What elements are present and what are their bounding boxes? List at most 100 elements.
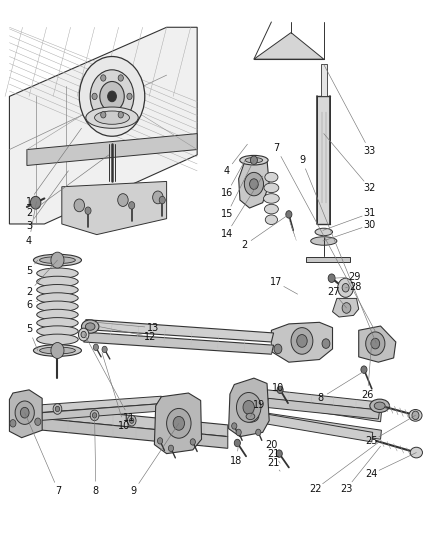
Polygon shape [81,320,274,342]
Polygon shape [359,326,396,362]
Ellipse shape [37,293,78,303]
Ellipse shape [33,254,81,266]
Text: 22: 22 [310,484,322,494]
Circle shape [328,274,335,282]
Text: 20: 20 [265,440,278,450]
Ellipse shape [85,323,95,330]
Polygon shape [243,391,381,422]
Text: 2: 2 [241,240,247,250]
Polygon shape [229,378,269,437]
Text: 7: 7 [55,486,61,496]
Ellipse shape [37,276,78,287]
Polygon shape [265,390,380,410]
Polygon shape [38,403,161,421]
Circle shape [237,392,261,422]
Circle shape [276,450,283,457]
Text: 8: 8 [317,393,323,403]
Ellipse shape [81,320,99,333]
Text: 14: 14 [221,229,233,239]
Circle shape [10,419,16,427]
Ellipse shape [370,399,389,413]
Circle shape [15,401,34,424]
Ellipse shape [37,285,78,295]
Text: 4: 4 [224,166,230,176]
Ellipse shape [95,111,130,124]
Polygon shape [154,393,201,454]
Circle shape [256,429,261,435]
Text: 30: 30 [364,220,376,230]
Circle shape [159,196,165,204]
Polygon shape [306,257,350,262]
Polygon shape [239,160,269,208]
Ellipse shape [242,410,259,422]
Ellipse shape [37,334,78,345]
Bar [321,64,327,96]
Circle shape [74,199,85,212]
Circle shape [291,328,313,354]
Circle shape [81,332,86,338]
Circle shape [286,211,292,218]
Text: 28: 28 [349,282,361,292]
Text: 9: 9 [131,486,137,496]
Circle shape [51,252,64,268]
Circle shape [35,418,41,425]
Circle shape [30,196,41,209]
Circle shape [251,156,258,165]
Polygon shape [20,405,228,437]
Ellipse shape [374,402,385,409]
Polygon shape [21,416,228,448]
Ellipse shape [245,158,263,163]
Ellipse shape [37,318,78,328]
Circle shape [152,191,163,204]
Circle shape [243,400,254,414]
Text: 21: 21 [267,458,280,468]
Circle shape [118,193,128,206]
Polygon shape [38,396,161,413]
Text: 10: 10 [118,421,131,431]
Ellipse shape [240,156,268,165]
Circle shape [79,56,145,136]
Circle shape [102,346,107,353]
Circle shape [322,339,330,349]
Text: 32: 32 [364,183,376,193]
Polygon shape [247,411,373,442]
Circle shape [338,278,353,297]
Circle shape [297,335,307,348]
Circle shape [236,429,241,435]
Circle shape [166,408,191,438]
Text: 1: 1 [26,197,32,207]
Circle shape [190,439,195,445]
Text: 21: 21 [267,449,280,458]
Text: 4: 4 [26,236,32,246]
Circle shape [168,445,173,451]
Text: 7: 7 [273,143,280,154]
Circle shape [129,201,135,209]
Polygon shape [84,333,274,354]
Circle shape [85,207,91,214]
Circle shape [55,406,60,411]
Circle shape [361,366,367,373]
Circle shape [250,179,258,189]
Text: 3: 3 [26,221,32,231]
Polygon shape [244,410,381,439]
Text: 31: 31 [364,208,376,219]
Circle shape [20,407,29,418]
Text: 25: 25 [366,436,378,446]
Ellipse shape [265,204,279,214]
Text: 12: 12 [144,332,156,342]
Circle shape [53,403,62,414]
Circle shape [232,423,237,429]
Text: 29: 29 [348,272,360,282]
Circle shape [101,75,106,81]
Text: 17: 17 [270,278,283,287]
Ellipse shape [265,172,278,182]
Circle shape [90,70,134,123]
Polygon shape [10,27,197,224]
Ellipse shape [86,107,138,128]
Circle shape [274,344,282,354]
Circle shape [371,338,380,349]
Text: 9: 9 [299,155,305,165]
Text: 19: 19 [253,400,265,410]
Text: 8: 8 [93,486,99,496]
Text: 33: 33 [364,146,376,156]
